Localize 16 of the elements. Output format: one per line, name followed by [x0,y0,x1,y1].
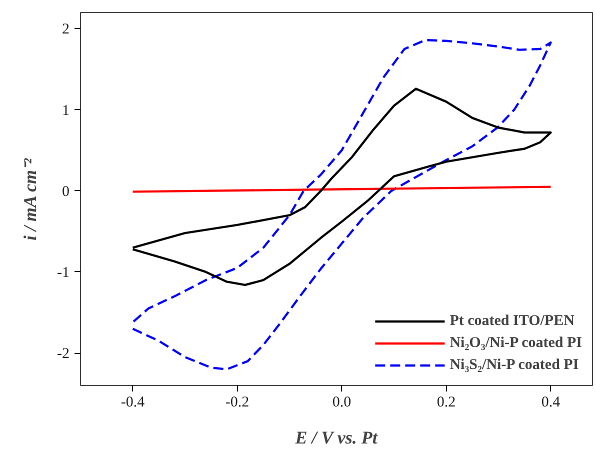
x-tick-label: -0.4 [120,394,146,410]
line-series [132,88,552,286]
x-axis-title: E / V vs. Pt [294,428,378,448]
legend-label: Ni₃S₂/Ni-P coated PI [450,356,579,374]
legend-label: Pt coated ITO/PEN [450,312,574,330]
y-tick-label: -1 [57,264,70,281]
y-tick-label: 2 [62,22,70,38]
y-tick-label: 0 [62,184,70,200]
y-axis-title: i / mA cm⁻² [20,158,40,240]
legend-label: Ni₂O₃/Ni-P coated PI [450,334,582,352]
x-tick-label: 0.4 [541,394,561,410]
x-tick-label: -0.2 [225,394,250,410]
x-tick-label: 0.2 [436,394,456,410]
y-tick-label: -2 [57,346,70,362]
y-tick-label: 1 [62,102,70,119]
x-tick-label: 0.0 [332,394,352,410]
